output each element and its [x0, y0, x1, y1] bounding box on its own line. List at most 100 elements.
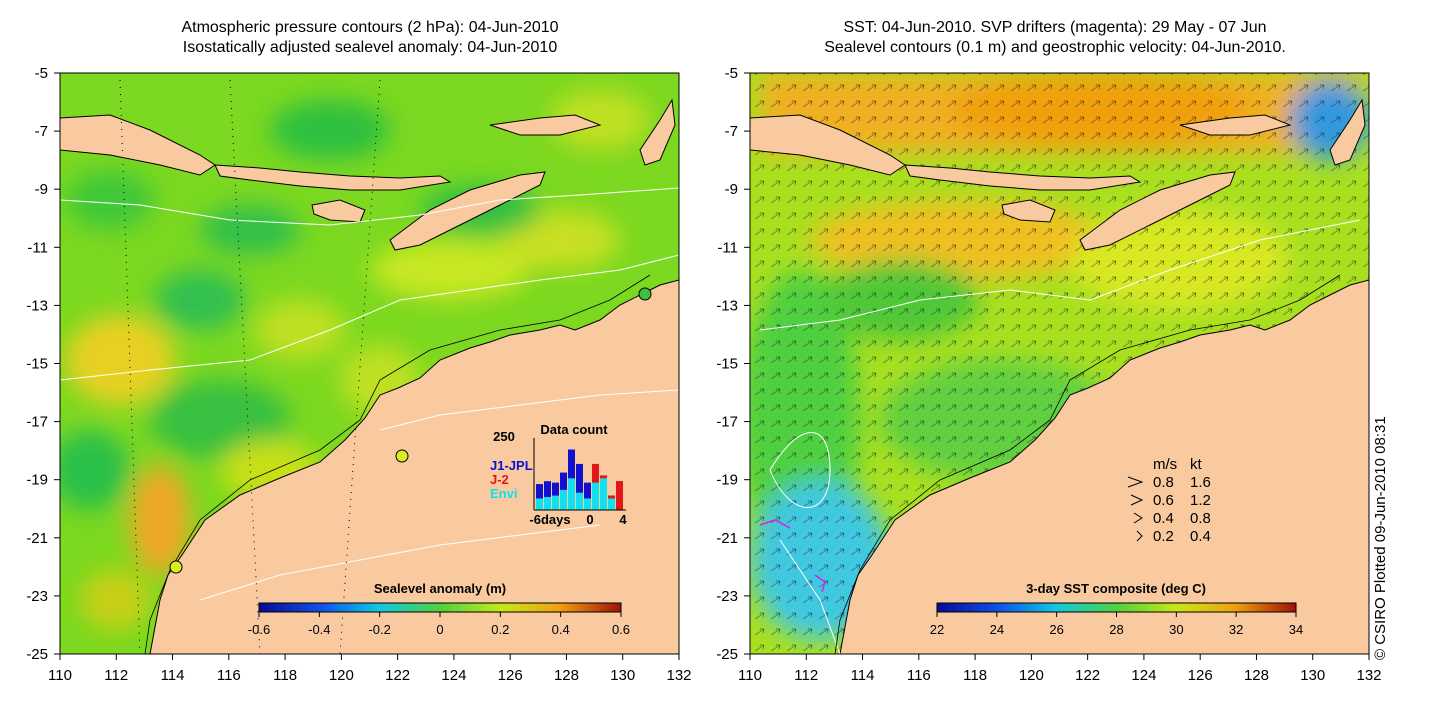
x-tick-label: 122: [385, 667, 410, 684]
colorbar-tick-label: -0.6: [248, 622, 270, 637]
x-tick-label: 118: [963, 667, 987, 684]
inset-bar-envi: [600, 478, 607, 510]
colorbar-tick-label: 0: [436, 622, 443, 637]
shelf-contour: [144, 274, 651, 654]
velocity-kt-value: 1.2: [1190, 492, 1211, 509]
x-tick-label: 110: [738, 667, 762, 684]
right-map-title: SST: 04-Jun-2010. SVP drifters (magenta)…: [765, 18, 1345, 58]
x-tick-label: 120: [329, 667, 354, 684]
y-tick-label: -17: [716, 414, 738, 431]
inset-xlabel-start: -6days: [529, 512, 570, 527]
velocity-kt-value: 1.6: [1190, 474, 1211, 491]
velocity-legend: m/s kt 0.8 1.60.6 1.20.4 0.80.2 0.4: [1127, 456, 1211, 545]
inset-bar-envi: [568, 478, 575, 510]
colorbar-tick-label: 24: [990, 622, 1004, 637]
y-tick-label: -17: [26, 414, 48, 431]
inset-xlabel-end: 4: [619, 512, 627, 527]
right-map: [750, 73, 1369, 654]
velocity-ms-value: 0.2: [1153, 528, 1174, 545]
inset-bar-envi: [576, 492, 583, 510]
lesser-sunda-islands: [904, 164, 1142, 191]
dotted-track-1: [119, 79, 141, 654]
left-title-line1: Atmospheric pressure contours (2 hPa): 0…: [181, 19, 559, 36]
y-tick-label: -9: [725, 181, 738, 198]
tide-gauge-marker: [638, 287, 652, 301]
legend-j2: J-2: [490, 472, 509, 487]
inset-title: Data count: [540, 422, 608, 437]
shelf-contour: [834, 274, 1341, 654]
inset-bar-envi: [552, 495, 559, 510]
inset-bar-envi: [608, 498, 615, 510]
x-tick-label: 130: [1300, 667, 1325, 684]
y-tick-label: -25: [26, 646, 48, 663]
inset-bar-j1jpl: [584, 482, 591, 510]
tanimbar-island: [639, 98, 676, 166]
java-island: [750, 114, 906, 176]
java-island: [60, 114, 216, 176]
x-tick-label: 120: [1019, 667, 1044, 684]
dotted-track-3: [339, 79, 381, 654]
inset-bars: [536, 449, 623, 510]
colorbar-tick-label: 0.2: [491, 622, 509, 637]
velocity-ms-value: 0.4: [1153, 510, 1174, 527]
x-tick-label: 110: [48, 667, 72, 684]
sumba-island: [1001, 199, 1056, 223]
inset-ymax-label: 250: [493, 429, 515, 444]
y-tick-label: -21: [26, 530, 48, 547]
colorbar-tick-label: 34: [1289, 622, 1303, 637]
y-tick-label: -11: [717, 239, 738, 256]
inset-xlabel-zero: 0: [586, 512, 593, 527]
x-tick-label: 130: [610, 667, 635, 684]
drifter-track: [759, 519, 791, 529]
inset-bar-j2: [616, 481, 623, 510]
flores-island: [1179, 114, 1292, 136]
x-tick-label: 124: [1131, 667, 1156, 684]
y-tick-label: -21: [716, 530, 738, 547]
x-tick-label: 132: [666, 667, 691, 684]
colorbar-tick-label: -0.4: [308, 622, 330, 637]
velocity-arrow-icon: [1127, 476, 1144, 488]
colorbar-tick-label: 0.4: [552, 622, 570, 637]
colorbar-tick-label: 22: [930, 622, 944, 637]
x-tick-label: 112: [104, 667, 128, 684]
inset-bar-j1jpl: [576, 463, 583, 510]
inset-bar-envi: [560, 489, 567, 510]
y-tick-label: -19: [716, 472, 738, 489]
drifter-track: [814, 574, 826, 593]
x-tick-label: 128: [1244, 667, 1269, 684]
sealevel-contour-2: [769, 432, 831, 508]
colorbar-tick-label: 28: [1109, 622, 1123, 637]
inset-bar-envi: [584, 498, 591, 510]
timor-island: [1079, 171, 1236, 251]
right-colorbar-label: 3-day SST composite (deg C): [1026, 581, 1206, 596]
y-tick-label: -7: [35, 123, 48, 140]
right-title-line2: Sealevel contours (0.1 m) and geostrophi…: [824, 39, 1286, 56]
y-tick-label: -23: [26, 588, 48, 605]
velocity-kt-value: 0.8: [1190, 510, 1211, 527]
x-tick-label: 114: [851, 667, 875, 684]
legend-j1-jpl: J1-JPL: [490, 458, 533, 473]
velocity-ms-value: 0.8: [1153, 474, 1174, 491]
y-tick-label: -13: [716, 297, 738, 314]
sealevel-contour-1: [759, 219, 1361, 331]
y-tick-label: -25: [716, 646, 738, 663]
right-title-line1: SST: 04-Jun-2010. SVP drifters (magenta)…: [843, 19, 1267, 36]
data-count-inset: Data count 250 J1-JPL J-2 Envi -6days 0 …: [490, 422, 627, 527]
velocity-legend-ms-header: m/s: [1153, 456, 1177, 473]
flores-island: [489, 114, 602, 136]
x-tick-label: 126: [1188, 667, 1213, 684]
right-colorbar: 3-day SST composite (deg C) 22 24 26 28 30 32…: [930, 581, 1303, 637]
velocity-arrow-icon: [1130, 494, 1144, 506]
right-y-axis: -5 -7 -9 -11 -13 -15 -17 -19 -21 -23 -25: [716, 65, 750, 663]
x-tick-label: 116: [907, 667, 931, 684]
x-tick-label: 122: [1075, 667, 1100, 684]
y-tick-label: -15: [716, 356, 738, 373]
x-tick-label: 132: [1356, 667, 1381, 684]
dotted-track-2: [229, 79, 261, 654]
left-map: [60, 73, 679, 654]
y-tick-label: -19: [26, 472, 48, 489]
australia-landmass: [839, 279, 1369, 654]
y-tick-label: -5: [35, 65, 48, 82]
left-map-title: Atmospheric pressure contours (2 hPa): 0…: [70, 18, 670, 58]
